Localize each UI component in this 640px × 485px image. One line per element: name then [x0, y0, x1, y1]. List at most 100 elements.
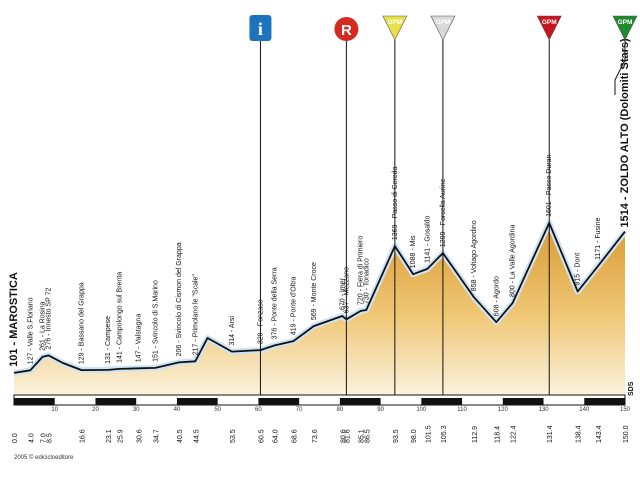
km-mark-label: 98.0: [411, 429, 418, 443]
km-mark-label: 4.0: [28, 433, 35, 443]
km-mark-label: 60.5: [258, 429, 265, 443]
profile-line-group: [13, 219, 628, 376]
km-mark-label: 64.0: [273, 429, 280, 443]
scale-tick-label: 60: [255, 407, 262, 413]
km-mark-label: 131.4: [547, 425, 554, 443]
scale-bar-segment: [584, 398, 625, 405]
place-label: 670 - Imer: [339, 277, 346, 310]
gpm-icon: [536, 15, 562, 41]
scale-tick-label: 100: [416, 407, 427, 413]
gpm-icon: [612, 15, 638, 41]
scale-bar-segment: [176, 398, 218, 405]
scale-tick-label: 90: [377, 407, 384, 413]
km-mark-label: 85.1: [359, 429, 366, 443]
gpm-icon-label: GPM: [387, 19, 402, 26]
scale-tick-label: 130: [539, 407, 550, 413]
gpm-icon-label: GPM: [436, 19, 451, 26]
km-mark-label: 86.5: [364, 429, 371, 443]
place-label: 1141 - Gosaldo: [424, 215, 431, 262]
km-mark-label: 81.6: [344, 429, 351, 443]
profile-area-group: [14, 222, 625, 395]
sprint-icon-letter: R: [341, 22, 352, 39]
km-mark-label: 105.3: [441, 425, 448, 443]
place-label: 1369 - Passo di Cereda: [392, 166, 399, 240]
place-label: 261 - La Rosina: [40, 301, 47, 351]
place-label: 151 - Svincolo di S.Marino: [152, 280, 159, 362]
info-icon-letter: i: [258, 19, 263, 39]
scale-tick-label: 70: [296, 407, 303, 413]
place-label: 730 - Tonadico: [363, 258, 370, 304]
km-mark-label: 34.7: [153, 429, 160, 443]
km-mark-label: 44.5: [193, 429, 200, 443]
km-mark-label: 7.0: [41, 433, 48, 443]
scale-tick-label: 30: [133, 407, 140, 413]
km-mark-label: 101.5: [425, 425, 432, 443]
scale-tick-label: 20: [92, 407, 99, 413]
km-mark-label: 73.6: [312, 429, 319, 443]
place-label: 608 - Agordo: [493, 276, 500, 316]
gpm-icon-label: GPM: [542, 19, 557, 26]
km-mark-label: 93.5: [393, 429, 400, 443]
km-mark-label: 25.9: [118, 429, 125, 443]
km-mark-label: 138.4: [576, 425, 583, 443]
scale-tick-label: 10: [51, 407, 58, 413]
scale-bar-segment: [14, 398, 55, 405]
km-mark-label: 8.5: [47, 433, 54, 443]
place-label: 217 - Primolano le "Scale": [192, 274, 199, 356]
place-label: 127 - Valle S.Floriano: [27, 297, 34, 364]
place-label: 419 - Ponte d'Oltra: [290, 276, 297, 335]
gpm-icon: [430, 15, 456, 41]
gpm-icon-label: GPM: [618, 19, 633, 26]
place-label: 569 - Monte Croce: [311, 262, 318, 320]
place-label: 1088 - Mis: [410, 235, 417, 268]
finish-label: 1514 - ZOLDO ALTO (Dolomiti Stars): [619, 38, 631, 228]
scale-tick-label: 120: [498, 407, 509, 413]
place-label: 129 - Bassano del Grappa: [79, 282, 86, 364]
place-label: 141 - Campolongo sul Brenta: [117, 272, 124, 363]
scale-tick-label: 150: [620, 407, 631, 413]
km-marks-group: 0.0 4.0 7.0 8.5 16.6 23.1 25.9 30.6 34.7 40.5 44.5…: [12, 425, 630, 443]
scale-bar-segment: [339, 398, 381, 405]
icons-group: i R GPM GPM GPM GPM: [249, 15, 638, 395]
scale-bar-segment: [502, 398, 544, 405]
km-mark-label: 53.5: [230, 429, 237, 443]
km-mark-label: 30.6: [137, 429, 144, 443]
place-label: 206 - Svincolo di Cismon del Grappa: [176, 242, 183, 356]
place-label: 314 - Arsi: [229, 316, 236, 346]
copyright-text: 2005 © edicicloeditore: [14, 455, 74, 461]
place-label: 131 - Campese: [105, 316, 112, 364]
place-label: 276 - Innesto SP 72: [46, 288, 53, 350]
place-label: 637 - Mezzano: [343, 267, 350, 313]
place-label: 1171 - Fusine: [595, 218, 602, 260]
sprint-icon: [334, 17, 359, 41]
distance-scale-group: 10 20 30 40 50 60 70 80 90 100 110 120 130 140 150 SDS: [13, 381, 635, 413]
icon-pole: [614, 40, 626, 95]
km-mark-label: 118.4: [494, 426, 501, 443]
km-mark-label: 40.5: [177, 429, 184, 443]
scale-tick-label: 50: [214, 407, 221, 413]
place-label: 858 - Voltago Agordino: [471, 220, 478, 291]
place-label: 720 - Fiera di Primiero: [358, 236, 365, 305]
profile-line: [13, 222, 626, 374]
brand-logo: SDS: [628, 381, 635, 396]
km-mark-label: 143.4: [596, 425, 603, 443]
km-mark-label: 68.6: [291, 429, 298, 443]
place-label: 376 - Ponte della Serra: [272, 267, 279, 339]
scale-bar-segment: [258, 398, 300, 405]
place-label: 915 - Dont: [575, 253, 582, 286]
km-mark-label: 23.1: [106, 429, 113, 443]
scale-tick-label: 40: [174, 407, 181, 413]
km-mark-label: 122.4: [511, 425, 518, 443]
scale-bar-segment: [95, 398, 137, 405]
profile-area: [14, 222, 625, 395]
scale-tick-label: 80: [337, 407, 344, 413]
km-mark-label: 150.0: [623, 425, 630, 443]
scale-tick-label: 140: [579, 407, 590, 413]
km-mark-label: 16.6: [80, 429, 87, 443]
info-icon: [249, 15, 272, 41]
scale-bar-segment: [421, 398, 463, 405]
place-label: 147 - Valstagna: [136, 314, 143, 363]
gpm-icon: [382, 15, 408, 41]
